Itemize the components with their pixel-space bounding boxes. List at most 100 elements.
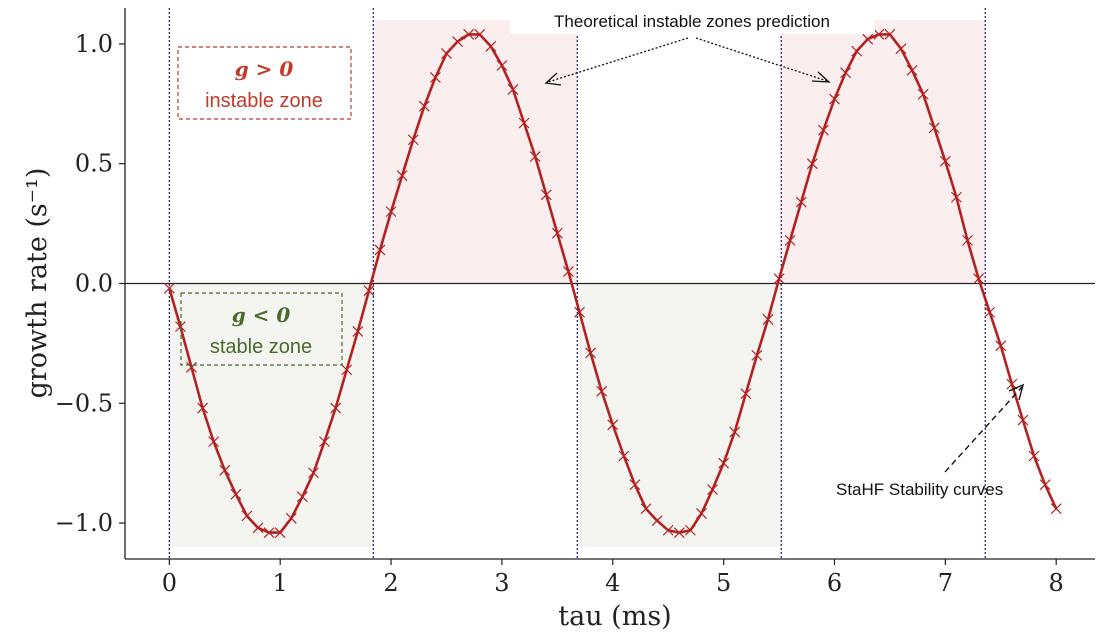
stable-zone-box bbox=[180, 292, 343, 366]
data-point-marker bbox=[596, 385, 608, 397]
data-point-marker bbox=[285, 512, 297, 524]
data-point-marker bbox=[330, 402, 342, 414]
x-tick-label: 3 bbox=[494, 569, 509, 597]
x-tick-label: 8 bbox=[1049, 569, 1064, 597]
x-tick-label: 6 bbox=[827, 569, 842, 597]
data-point-marker bbox=[729, 426, 741, 438]
data-point-marker bbox=[563, 266, 574, 277]
data-point-marker bbox=[973, 273, 985, 285]
data-point-marker bbox=[1028, 450, 1040, 462]
data-point-marker bbox=[429, 72, 441, 83]
theory-arrows bbox=[544, 37, 831, 86]
x-tick-label: 2 bbox=[383, 569, 398, 597]
data-point-marker bbox=[817, 124, 829, 136]
data-point-marker bbox=[507, 84, 519, 95]
instable-zone-fill bbox=[373, 19, 578, 284]
y-tick-label: 1.0 bbox=[75, 30, 113, 58]
data-point-marker bbox=[540, 189, 552, 201]
data-point-marker bbox=[197, 402, 209, 414]
data-point-marker bbox=[906, 64, 918, 76]
data-point-marker bbox=[884, 28, 896, 40]
instable-zone-box bbox=[177, 46, 352, 120]
instable-zone-fill bbox=[781, 19, 986, 284]
instable-zone-symbol: g > 0 bbox=[235, 57, 294, 81]
data-point-marker bbox=[241, 510, 253, 522]
stahf-arrow bbox=[944, 383, 1025, 473]
data-point-marker bbox=[951, 191, 962, 203]
data-point-marker bbox=[396, 170, 408, 182]
stahf-annotation: StaHF Stability curves bbox=[836, 480, 1003, 499]
data-point-marker bbox=[829, 93, 840, 105]
data-point-marker bbox=[274, 527, 286, 539]
data-point-marker bbox=[163, 282, 175, 294]
data-point-marker bbox=[673, 527, 685, 539]
data-point-marker bbox=[208, 436, 220, 448]
data-point-marker bbox=[308, 467, 319, 479]
stable-zone-symbol: g < 0 bbox=[232, 303, 291, 327]
data-point-marker bbox=[995, 340, 1007, 352]
theory-annotation-bg bbox=[510, 8, 875, 34]
x-tick-label: 4 bbox=[605, 569, 620, 597]
y-axis-ticks: −1.0 −0.5 0.0 0.5 1.0 bbox=[55, 30, 125, 537]
data-point-marker bbox=[718, 457, 730, 469]
data-point-marker bbox=[518, 117, 530, 129]
y-tick-label: −0.5 bbox=[55, 389, 113, 417]
stable-zone-label: stable zone bbox=[210, 336, 312, 358]
y-axis-label: growth rate (s⁻¹) bbox=[22, 168, 53, 399]
data-point-marker bbox=[917, 88, 929, 100]
stable-zone-fill bbox=[169, 283, 374, 548]
data-point-marker bbox=[363, 285, 375, 297]
data-point-marker bbox=[851, 45, 863, 57]
data-point-marker bbox=[252, 522, 264, 534]
data-point-marker bbox=[640, 503, 652, 515]
data-point-marker bbox=[806, 158, 818, 170]
data-point-marker bbox=[651, 515, 663, 527]
data-point-marker bbox=[707, 484, 718, 495]
data-point-marker bbox=[773, 273, 785, 285]
data-point-marker bbox=[551, 227, 563, 239]
data-point-marker bbox=[618, 450, 630, 462]
data-point-marker bbox=[751, 349, 763, 361]
x-tick-label: 0 bbox=[162, 569, 177, 597]
data-point-marker bbox=[696, 508, 707, 519]
stable-zone-fill bbox=[577, 283, 782, 548]
x-axis-ticks: 0 1 2 3 4 5 6 7 8 bbox=[162, 559, 1064, 597]
data-point-marker bbox=[928, 122, 940, 134]
data-point-marker bbox=[374, 244, 386, 256]
data-point-marker bbox=[463, 28, 475, 40]
data-point-marker bbox=[574, 306, 585, 318]
x-tick-label: 7 bbox=[938, 569, 953, 597]
data-point-marker bbox=[407, 134, 419, 146]
data-point-marker bbox=[319, 436, 330, 448]
x-axis-label: tau (ms) bbox=[558, 601, 671, 632]
data-point-marker bbox=[496, 60, 508, 71]
data-point-marker bbox=[862, 33, 874, 45]
data-point-marker bbox=[585, 347, 597, 359]
y-tick-label: −1.0 bbox=[55, 509, 113, 537]
data-point-marker bbox=[230, 488, 242, 500]
data-point-marker bbox=[341, 364, 353, 376]
x-tick-label: 5 bbox=[716, 569, 731, 597]
data-point-marker bbox=[175, 321, 186, 333]
data-point-marker bbox=[219, 464, 231, 476]
data-point-marker bbox=[1039, 479, 1051, 491]
instable-zone-label: instable zone bbox=[205, 90, 323, 112]
data-point-marker bbox=[684, 524, 696, 536]
data-point-marker bbox=[740, 388, 752, 400]
data-point-marker bbox=[263, 527, 275, 539]
data-point-marker bbox=[840, 67, 851, 79]
data-point-marker bbox=[1006, 378, 1018, 390]
data-point-marker bbox=[1017, 414, 1029, 426]
data-point-marker bbox=[962, 234, 973, 246]
data-point-marker bbox=[296, 491, 308, 503]
data-point-marker bbox=[1050, 503, 1062, 515]
data-point-marker bbox=[629, 479, 641, 491]
y-tick-label: 0.5 bbox=[75, 150, 113, 178]
data-point-marker bbox=[607, 419, 619, 431]
x-tick-label: 1 bbox=[273, 569, 288, 597]
data-point-marker bbox=[485, 40, 497, 52]
data-point-marker bbox=[385, 206, 397, 218]
data-point-marker bbox=[784, 234, 796, 246]
data-point-marker bbox=[795, 196, 807, 208]
